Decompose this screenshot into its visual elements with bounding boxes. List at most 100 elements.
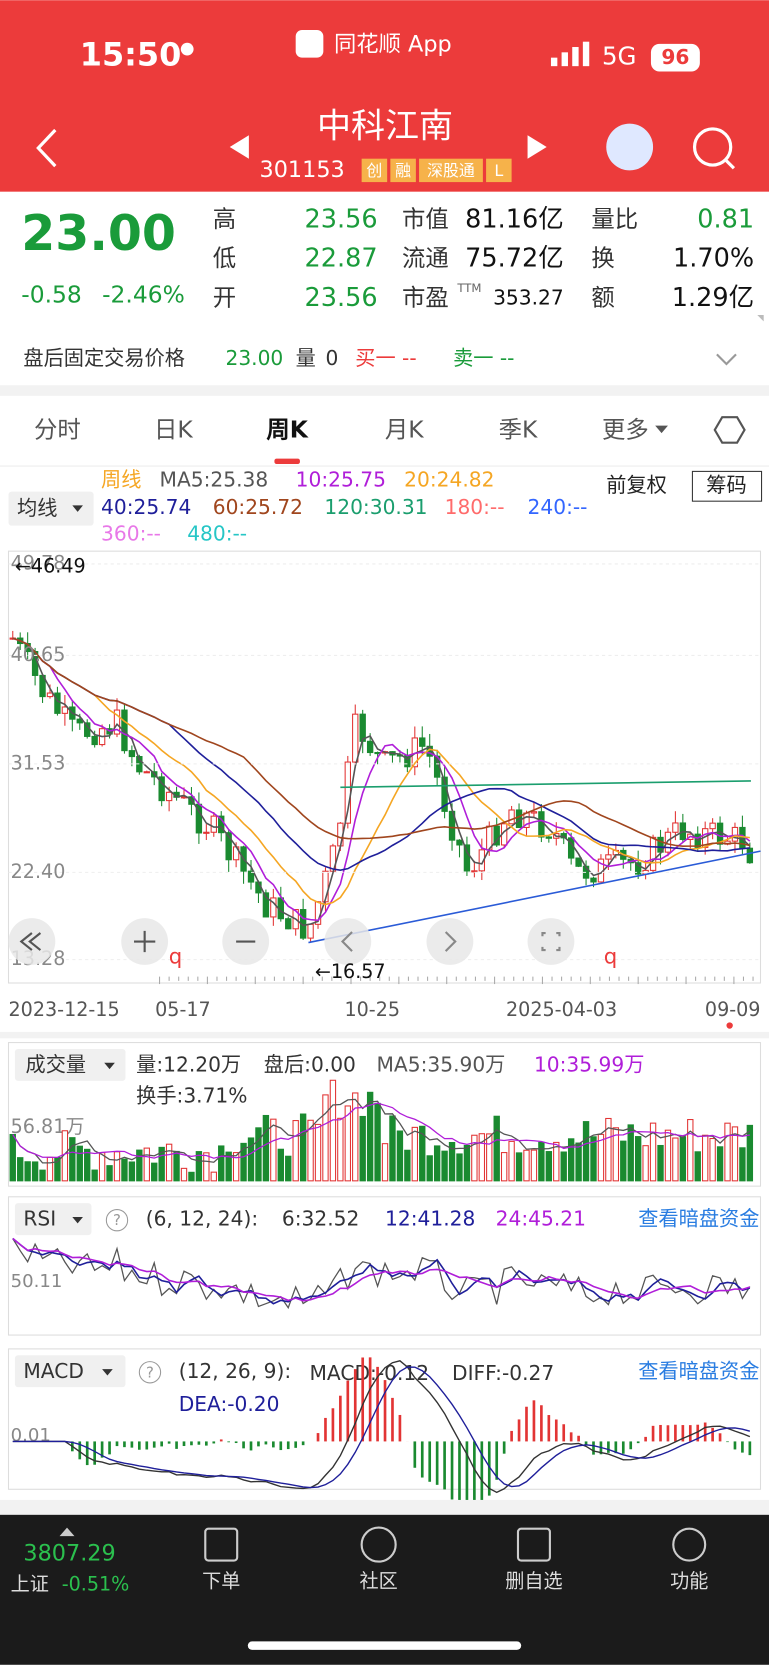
volume-bar (612, 1127, 620, 1182)
signal (550, 41, 590, 67)
after-hours-volume-label: 量 (296, 346, 316, 370)
select[interactable] (14, 1355, 126, 1388)
volume-bar (694, 1151, 701, 1182)
volume-ma (12, 1098, 751, 1164)
index-change: -0.51% (62, 1573, 130, 1596)
date-label: 2025-04-03 (506, 998, 617, 1021)
indicator-select[interactable] (8, 491, 94, 526)
volume-bar (538, 1141, 545, 1182)
select[interactable] (14, 1203, 92, 1236)
volume-bar (69, 1137, 76, 1182)
candle-body (91, 735, 98, 746)
ma-line (12, 637, 750, 871)
dea-line (12, 1366, 751, 1489)
home-indicator (247, 1641, 522, 1650)
back-button[interactable] (36, 128, 57, 168)
nav-label[interactable]: 社区 (360, 1569, 398, 1592)
tab[interactable]: 分时 (34, 415, 81, 443)
adjust[interactable]: 前复权 (606, 473, 667, 497)
volume-bar (322, 1094, 329, 1182)
volume-bar (553, 1141, 560, 1182)
volume-item: 量:12.20万 (136, 1052, 241, 1076)
candle-body (508, 809, 515, 825)
y-tick-label: 49.78 (11, 551, 66, 574)
prev-stock[interactable] (229, 135, 249, 159)
candle-body (746, 847, 754, 864)
candle-body (649, 836, 657, 871)
field-label: 高 (213, 205, 236, 233)
nav-label[interactable]: 下单 (202, 1569, 240, 1592)
volume-bar (314, 1123, 322, 1182)
field-value: 23.56 (305, 204, 378, 234)
volume-bar (151, 1162, 158, 1182)
help[interactable] (138, 1361, 162, 1384)
volume-bar (46, 1156, 54, 1182)
y-tick-label: 40.65 (11, 643, 66, 666)
candle-body (322, 870, 329, 903)
volume-bar (106, 1165, 113, 1182)
volume-bar (515, 1152, 523, 1182)
settings[interactable] (713, 416, 746, 444)
separator (0, 385, 769, 396)
tab[interactable]: 周K (266, 415, 308, 443)
rsi-line (12, 1237, 751, 1302)
link[interactable]: 查看暗盘资金 (638, 1359, 759, 1383)
volume-bar (657, 1144, 664, 1182)
candle-body (203, 831, 210, 834)
tab[interactable]: 更多 (602, 415, 649, 443)
volume-select[interactable] (14, 1048, 126, 1081)
volume-bar (672, 1137, 679, 1182)
index-value: 3807.29 (23, 1541, 115, 1567)
chart-control[interactable] (8, 918, 56, 965)
change-percent: -2.46% (102, 280, 185, 308)
volume-bar (739, 1147, 746, 1182)
chips-button[interactable] (691, 470, 763, 502)
nav-icon (672, 1527, 707, 1562)
chart-control[interactable] (426, 918, 474, 965)
chart-control[interactable] (324, 918, 372, 965)
candle-body (218, 815, 225, 834)
volume-bar (530, 1149, 538, 1182)
tag-bg (486, 158, 512, 183)
index-name: 上证 (11, 1573, 49, 1596)
volume-bar (359, 1115, 366, 1182)
volume-bar (426, 1155, 433, 1182)
search-icon[interactable] (692, 127, 733, 167)
field-label: 额 (591, 284, 614, 312)
volume-bar (500, 1152, 508, 1182)
volume-item: MA5:35.90万 (377, 1052, 506, 1076)
volume-bar (590, 1136, 597, 1182)
volume-bar (620, 1140, 627, 1182)
ma-label: 240:-- (528, 495, 588, 519)
volume-bar (456, 1153, 463, 1182)
volume-bar (560, 1151, 567, 1182)
tag: 融 (395, 161, 411, 180)
tag-bg (390, 158, 416, 183)
volume-bar (98, 1152, 106, 1182)
diff-line (12, 1360, 751, 1494)
expand[interactable] (716, 353, 737, 366)
nav-label[interactable]: 功能 (670, 1569, 708, 1592)
tab[interactable]: 季K (499, 415, 538, 443)
volume-bar (381, 1143, 389, 1182)
volume-bar (731, 1126, 739, 1182)
tab[interactable]: 月K (385, 415, 424, 443)
chart-control[interactable] (527, 918, 575, 965)
volume-axis: 56.81万 (11, 1115, 85, 1138)
panel-title: RSI (23, 1207, 56, 1231)
nav-label[interactable]: 删自选 (505, 1569, 562, 1592)
field-label: 量比 (591, 205, 638, 233)
icon (19, 932, 42, 951)
candle-body (128, 750, 136, 758)
candle-body (538, 811, 545, 838)
robot-icon[interactable] (606, 123, 654, 171)
candle-body (210, 815, 217, 833)
link[interactable]: 查看暗盘资金 (638, 1207, 759, 1231)
help[interactable] (105, 1209, 129, 1232)
next-stock[interactable] (527, 135, 547, 159)
volume-bar (270, 1118, 277, 1182)
ma-line (12, 637, 750, 906)
field-label: 换 (591, 244, 614, 272)
caret (655, 425, 668, 434)
tab[interactable]: 日K (154, 415, 193, 443)
